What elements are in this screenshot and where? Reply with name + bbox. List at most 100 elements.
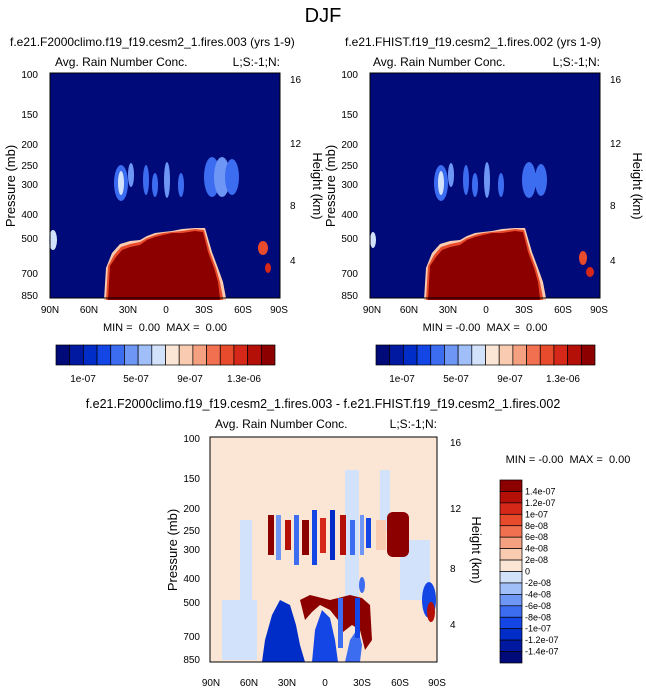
y-tick: 700 xyxy=(183,632,200,643)
y2-tick: 8 xyxy=(610,201,616,212)
field-band xyxy=(152,173,158,197)
x-tick: 90N xyxy=(41,305,59,316)
y-tick: 250 xyxy=(183,526,200,537)
x-tick: 30N xyxy=(439,305,457,316)
x-ticks: 90N 60N 30N 0 30S 60S 90S xyxy=(363,305,608,316)
panel-case-title: f.e21.F2000climo.f19_f19.cesm2_1.fires.0… xyxy=(10,35,295,49)
colorbar-labels-control: 1e-07 5e-07 9e-07 1.3e-06 xyxy=(70,374,261,385)
colorbar-swatch xyxy=(430,344,445,366)
colorbar-swatch xyxy=(403,344,418,366)
plot-area xyxy=(49,72,281,300)
colorbar-swatch xyxy=(553,344,568,366)
panel-var-title: Avg. Rain Number Conc. xyxy=(55,55,188,69)
y-ticks: 100 150 200 250 300 400 500 700 850 xyxy=(183,434,200,666)
x-ticks: 90N 60N 30N 0 30S 60S 90S xyxy=(202,678,446,689)
y-tick: 700 xyxy=(341,269,358,280)
colorbar-swatch xyxy=(96,344,112,366)
y2-ticks: 16 12 8 4 xyxy=(610,75,622,267)
colorbar-label: -8e-08 xyxy=(525,612,551,622)
colorbar-swatch xyxy=(580,344,596,366)
field-pocket xyxy=(258,241,268,255)
colorbar-swatch xyxy=(499,651,523,664)
field-pocket xyxy=(359,577,365,593)
y-ticks: 100 150 200 250 300 400 500 700 850 xyxy=(21,70,38,302)
field-high xyxy=(428,231,540,300)
x-ticks: 90N 60N 30N 0 30S 60S 90S xyxy=(41,305,288,316)
y-tick: 300 xyxy=(21,180,38,191)
colorbar-test xyxy=(375,344,596,366)
y-ticks: 100 150 200 250 300 400 500 700 850 xyxy=(341,70,358,302)
colorbar-swatch xyxy=(389,344,404,366)
colorbar-swatch xyxy=(499,525,523,538)
y-tick: 150 xyxy=(21,110,38,121)
colorbar-swatch xyxy=(499,594,523,607)
panel-test: f.e21.FHIST.f19_f19.cesm2_1.fires.002 (y… xyxy=(323,35,645,334)
y2-ticks: 16 12 8 4 xyxy=(450,438,462,631)
field-stripe xyxy=(276,515,281,560)
colorbar-label: 1e-07 xyxy=(389,374,415,385)
field-stripe xyxy=(350,520,355,555)
y-axis-label: Pressure (mb) xyxy=(323,145,338,227)
panel-control: f.e21.F2000climo.f19_f19.cesm2_1.fires.0… xyxy=(3,35,325,334)
panel-var-title: Avg. Rain Number Conc. xyxy=(373,55,506,69)
colorbar-swatch xyxy=(110,344,125,366)
colorbar-swatch xyxy=(457,344,473,366)
field-pocket xyxy=(265,263,271,273)
plot-frame xyxy=(369,72,601,299)
field-negative xyxy=(312,610,338,662)
plot-area xyxy=(209,436,438,663)
field-stripe xyxy=(330,510,335,560)
y-tick: 250 xyxy=(341,161,358,172)
colorbar-swatch xyxy=(539,344,555,366)
colorbar-label: 5e-07 xyxy=(443,374,469,385)
colorbar-label: -1.2e-07 xyxy=(525,635,559,645)
colorbar-swatch xyxy=(444,344,459,366)
colorbar-swatch xyxy=(512,344,527,366)
y2-tick: 16 xyxy=(450,438,462,449)
colorbar-swatch xyxy=(124,344,139,366)
panel-stats: MIN = -0.00 MAX = 0.00 xyxy=(506,454,631,466)
panel-stats: MIN = -0.00 MAX = 0.00 xyxy=(423,322,548,334)
y-tick: 400 xyxy=(341,210,358,221)
y-tick: 200 xyxy=(183,504,200,515)
colorbar-label: 9e-07 xyxy=(177,374,203,385)
plot-area xyxy=(369,72,601,300)
field-pocket xyxy=(586,267,594,277)
panel-stats: MIN = 0.00 MAX = 0.00 xyxy=(103,322,227,334)
colorbar-swatch xyxy=(499,548,523,561)
y-tick: 200 xyxy=(341,140,358,151)
panel-corner-label: L;S:-1;N: xyxy=(390,417,437,431)
y2-tick: 16 xyxy=(610,75,622,86)
colorbar-swatch xyxy=(206,344,221,366)
x-tick: 0 xyxy=(483,305,489,316)
colorbar-label: -2e-08 xyxy=(525,578,551,588)
y2-tick: 16 xyxy=(290,75,302,86)
field-band xyxy=(535,164,547,196)
field-stripe xyxy=(302,520,309,555)
y2-axis-label: Height (km) xyxy=(469,516,484,583)
x-tick: 60S xyxy=(234,305,252,316)
field-stripe xyxy=(285,520,291,550)
y-tick: 400 xyxy=(21,210,38,221)
x-tick: 90S xyxy=(590,305,608,316)
colorbar-swatch xyxy=(499,628,523,641)
field-band xyxy=(164,162,170,198)
colorbar-swatch xyxy=(499,513,523,527)
field-stripe xyxy=(320,518,326,553)
field-positive xyxy=(300,595,372,650)
y2-tick: 12 xyxy=(610,139,622,150)
field-band xyxy=(128,163,134,187)
colorbar-label: 0 xyxy=(525,567,530,577)
x-tick: 90S xyxy=(428,678,446,689)
colorbar-swatch xyxy=(137,344,153,366)
y-tick: 300 xyxy=(341,180,358,191)
colorbar-label: 2e-08 xyxy=(525,555,548,565)
x-tick: 90N xyxy=(202,678,220,689)
x-tick: 30S xyxy=(353,678,371,689)
field-stripe xyxy=(340,515,346,555)
field-stripe xyxy=(366,518,371,548)
field-stripe xyxy=(268,515,274,555)
panel-difference: f.e21.F2000climo.f19_f19.cesm2_1.fires.0… xyxy=(86,397,631,689)
panel-corner-label: L;S:-1;N: xyxy=(553,55,600,69)
